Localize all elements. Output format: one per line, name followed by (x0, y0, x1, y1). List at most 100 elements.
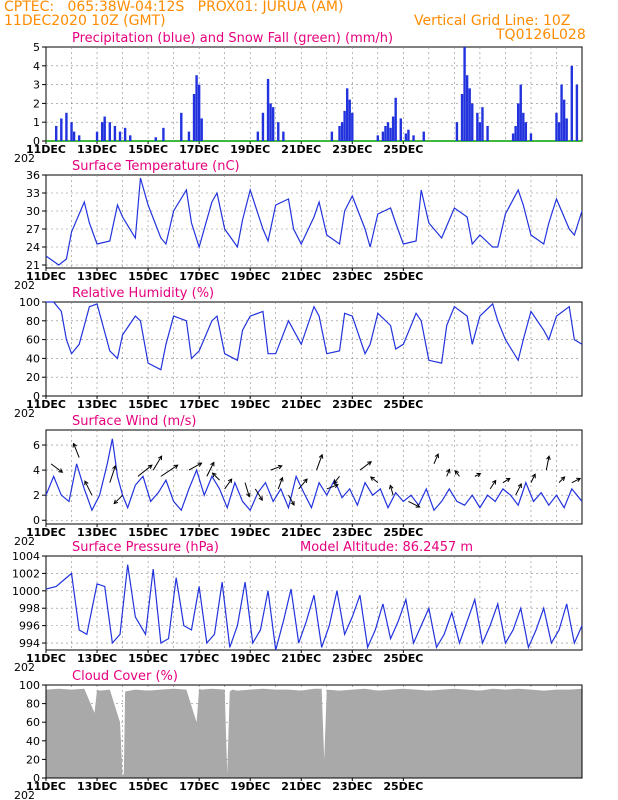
pres-xtick-label: 11DEC (26, 652, 66, 665)
wind-arrow (359, 461, 372, 471)
precip-bar (197, 84, 201, 141)
precip-bar (261, 112, 265, 141)
precip-bar (471, 103, 474, 141)
temp-ytick-label: 33 (26, 187, 40, 200)
precip-bar (129, 135, 132, 141)
precip-bar (351, 112, 354, 141)
wind-ytick-label: 0 (33, 514, 40, 527)
wind-ytick-label: 2 (33, 489, 40, 502)
wind-frame (45, 429, 583, 525)
wind-arrow-head (279, 476, 284, 482)
rh-xtick-label: 25DEC (383, 398, 423, 411)
wind-arrow (370, 476, 379, 484)
pres-annotation: Model Altitude: 86.2457 m (300, 540, 473, 555)
wind-arrow (270, 465, 282, 471)
cloud-xtick-label: 25DEC (383, 780, 423, 793)
wind-arrow (113, 494, 123, 504)
wind-arrow-head (560, 476, 566, 482)
wind-arrow-head (546, 455, 551, 461)
pres-xtick-label: 25DEC (383, 652, 423, 665)
temp-xtick-label: 25DEC (383, 270, 423, 283)
precip-bar (100, 122, 104, 141)
wind-xtick-label: 17DEC (179, 526, 219, 539)
wind-arrow-head (531, 473, 536, 479)
cloud-xtick-label: 11DEC (26, 780, 66, 793)
wind-arrow-head (58, 468, 64, 473)
cloud-xtick-label: 21DEC (281, 780, 321, 793)
precip-bar (340, 122, 344, 141)
wind-title: Surface Wind (m/s) (72, 414, 196, 429)
precip-xtick-label: 15DEC (128, 143, 168, 156)
precip-bar (108, 122, 112, 141)
precip-bar (562, 99, 566, 141)
wind-arrow-head (369, 476, 375, 481)
rh-ytick-label: 100 (19, 296, 40, 309)
precip-bar (123, 127, 127, 141)
wind-arrow-head (72, 442, 77, 448)
precip-bar (348, 99, 351, 141)
precip-bar (511, 133, 515, 141)
precip-bar (560, 84, 563, 141)
precip-bar (192, 94, 196, 141)
precip-bar (407, 129, 410, 141)
wind-arrow-head (517, 483, 522, 488)
pres-xtick-label: 19DEC (230, 652, 270, 665)
wind-arrow (446, 469, 450, 477)
wind-arrow (109, 465, 116, 483)
pres-ytick-label: 1002 (12, 567, 40, 580)
precip-bar (486, 125, 489, 141)
wind-arrow-head (333, 483, 339, 489)
temp-series (45, 177, 583, 266)
wind-arrow-head (415, 503, 421, 508)
precip-bar (555, 112, 558, 141)
wind-arrow-head (505, 477, 511, 483)
temp-xtick-label: 15DEC (128, 270, 168, 283)
wind-arrow (454, 470, 460, 477)
precip-bar (524, 122, 528, 141)
wind-arrow (408, 500, 420, 508)
temp-ytick-label: 36 (26, 169, 40, 182)
wind-arrow (84, 480, 93, 496)
pres-ytick-label: 1000 (12, 585, 40, 598)
wind-arrow (433, 453, 439, 465)
rh-xtick-label: 19DEC (230, 398, 270, 411)
wind-arrow (489, 480, 497, 490)
rh-xtick-label: 17DEC (179, 398, 219, 411)
temp-title: Surface Temperature (nC) (72, 159, 240, 174)
precip-bar (386, 122, 390, 141)
wind-arrow-head (576, 477, 582, 483)
precip-bar (389, 127, 392, 141)
precip-ytick-label: 1 (33, 116, 40, 129)
precip-bar (376, 135, 380, 141)
precip-bar (476, 112, 479, 141)
cloud-ytick-label: 100 (19, 679, 40, 692)
rh-xtick-label: 11DEC (26, 398, 66, 411)
precip-bar (180, 112, 183, 141)
wind-arrow (530, 474, 536, 483)
precip-ytick-label: 0 (33, 135, 40, 148)
pres-ytick-label: 994 (19, 637, 40, 650)
header-grid-note: Vertical Grid Line: 10Z (414, 13, 571, 29)
precip-bar (70, 122, 73, 141)
wind-xtick-label: 19DEC (230, 526, 270, 539)
wind-xtick-label: 15DEC (128, 526, 168, 539)
precip-bar (463, 47, 466, 141)
wind-arrow (571, 477, 581, 484)
precip-bar (478, 122, 482, 141)
precip-bar (187, 131, 191, 141)
temp-ytick-label: 30 (26, 205, 40, 218)
precip-bar (557, 122, 561, 141)
precip-bar (154, 137, 157, 141)
cloud-ytick-label: 80 (26, 698, 40, 711)
cloud-ytick-label: 20 (26, 753, 40, 766)
wind-arrow-head (197, 462, 203, 467)
precip-bar (465, 75, 469, 141)
rh-frame (45, 301, 583, 397)
rh-ytick-label: 80 (26, 315, 40, 328)
wind-arrow (389, 485, 394, 496)
precip-bar (95, 131, 99, 141)
precip-bar (338, 125, 341, 141)
precip-bar (514, 125, 517, 141)
wind-xtick-label: 23DEC (332, 526, 372, 539)
precip-bar (529, 133, 533, 141)
